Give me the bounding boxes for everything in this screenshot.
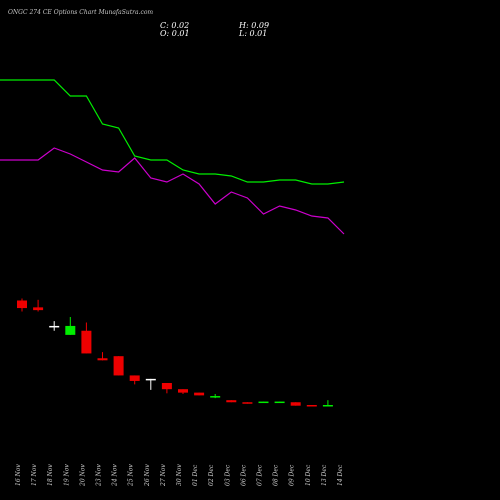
x-tick-label: 17 Nov — [31, 464, 38, 486]
x-tick-label: 03 Dec — [224, 464, 231, 486]
candle-body — [290, 402, 301, 406]
ma-line-2 — [0, 147, 345, 235]
candle-body — [210, 396, 221, 398]
x-tick-label: 13 Dec — [321, 464, 328, 486]
x-tick-label: 27 Nov — [160, 464, 167, 487]
open-price-label: O: 0.01 — [160, 29, 190, 38]
close-price-label: C: 0.02 — [160, 21, 190, 30]
x-tick-label: 18 Nov — [47, 464, 54, 486]
x-tick-label: 10 Dec — [305, 464, 312, 486]
candle-body — [258, 401, 269, 404]
candle-body — [65, 325, 76, 335]
chart-title: ONGC 274 CE Options Chart MunafaSutra.co… — [8, 9, 154, 16]
candle-body — [113, 356, 124, 376]
x-tick-label: 09 Dec — [289, 464, 296, 486]
candle-body — [194, 392, 205, 396]
x-tick-label: 07 Dec — [257, 464, 264, 486]
candle-body — [49, 325, 60, 328]
candle-body — [97, 358, 108, 361]
x-tick-label: 08 Dec — [273, 464, 280, 486]
candle-body — [33, 307, 44, 311]
x-tick-label: 24 Nov — [112, 464, 119, 487]
x-tick-label: 19 Nov — [63, 464, 70, 486]
x-tick-label: 14 Dec — [337, 464, 344, 486]
candle-body — [178, 389, 188, 393]
x-axis-ticks: 16 Nov 17 Nov 18 Nov 19 Nov 20 Nov 23 Nov 24 N… — [15, 464, 344, 487]
x-tick-label: 25 Nov — [128, 464, 135, 487]
candle-body — [226, 400, 237, 403]
ma-line-1 — [0, 79, 345, 185]
candle-body — [145, 378, 156, 381]
candle-body — [322, 405, 333, 407]
moving-averages — [0, 79, 345, 235]
x-tick-label: 06 Dec — [240, 464, 247, 486]
candle-body — [81, 330, 92, 354]
candle-body — [242, 402, 253, 404]
x-tick-label: 02 Dec — [208, 464, 215, 486]
candles — [17, 298, 333, 407]
x-tick-label: 26 Nov — [144, 464, 151, 487]
candle-body — [161, 383, 172, 390]
x-tick-label: 16 Nov — [15, 464, 22, 486]
x-tick-label: 20 Nov — [79, 464, 86, 487]
candle-body — [17, 300, 27, 309]
x-tick-label: 30 Nov — [176, 464, 183, 486]
x-tick-label: 23 Nov — [96, 464, 103, 487]
high-price-label: H: 0.09 — [239, 21, 270, 30]
low-price-label: L: 0.01 — [239, 29, 268, 38]
candle-body — [129, 375, 140, 381]
x-tick-label: 01 Dec — [192, 464, 199, 486]
candle-body — [306, 405, 317, 407]
candle-body — [274, 401, 285, 404]
